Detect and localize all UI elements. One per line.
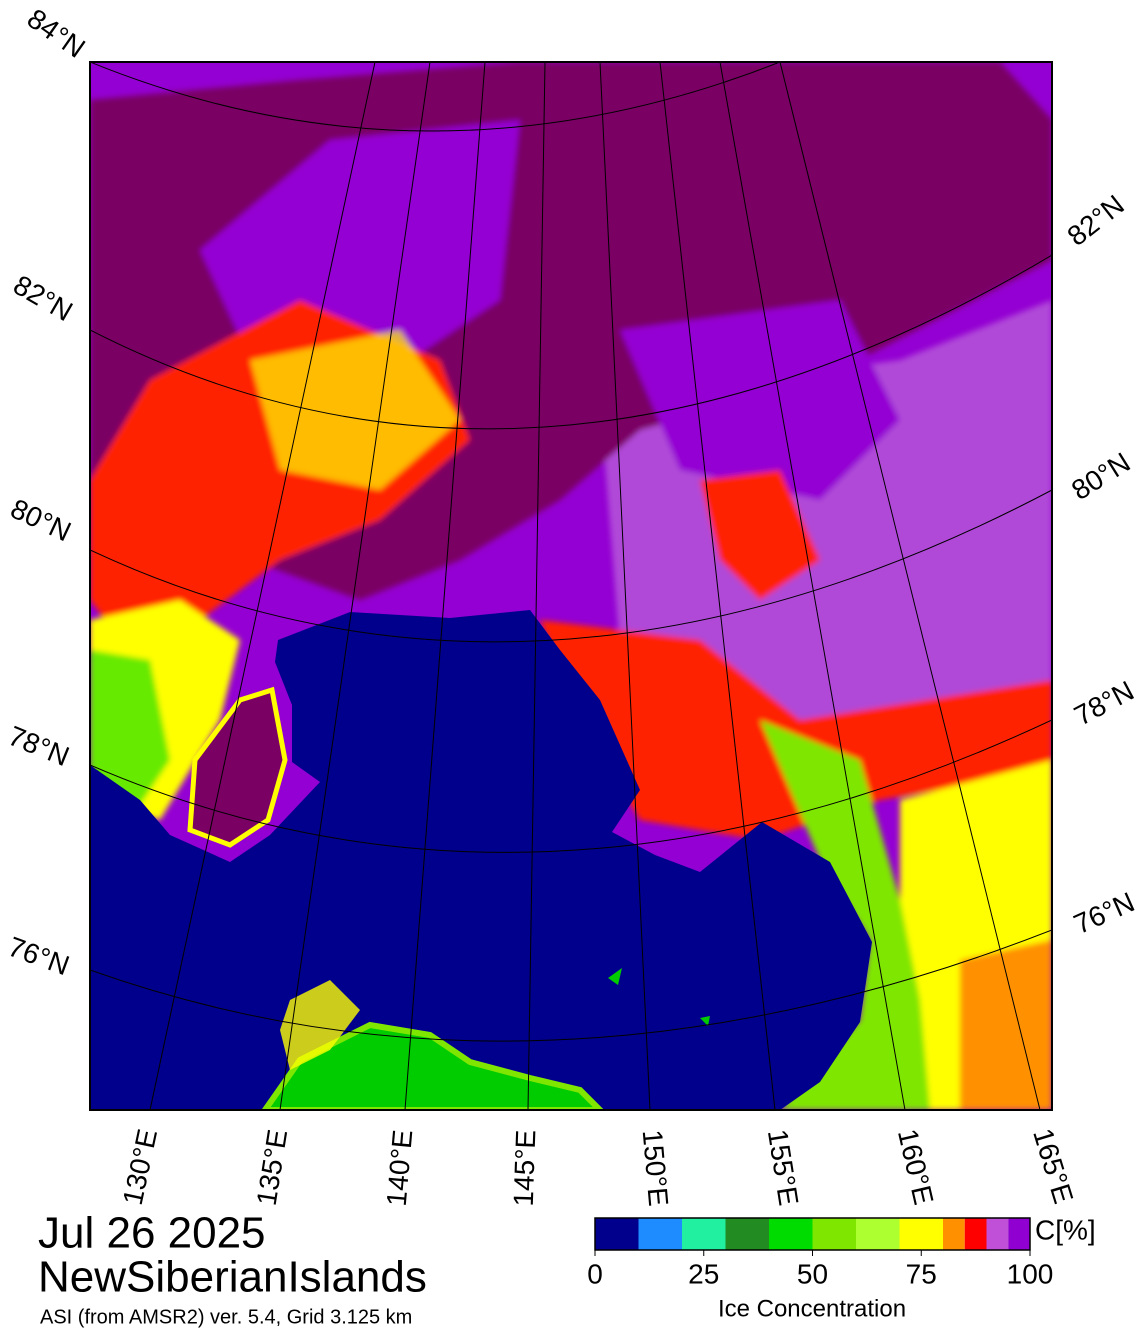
- colorbar-segment: [964, 1218, 987, 1250]
- lat-label: 78°N: [1069, 675, 1139, 732]
- lat-label: 82°N: [8, 269, 78, 327]
- colorbar-tick-label: 75: [906, 1258, 937, 1289]
- colorbar-tick-label: 50: [797, 1258, 828, 1289]
- lon-labels: 130°E 135°E 140°E 145°E 150°E 155°E 160°…: [117, 1125, 1079, 1208]
- lon-label: 150°E: [637, 1128, 675, 1207]
- date: Jul 26 2025: [38, 1209, 266, 1258]
- lon-label: 155°E: [762, 1127, 805, 1208]
- lat-label: 80°N: [1066, 446, 1135, 505]
- colorbar-segment: [812, 1218, 856, 1250]
- colorbar-segment: [769, 1218, 813, 1250]
- lat-label: 80°N: [6, 493, 76, 548]
- lat-label: 76°N: [4, 931, 73, 982]
- lon-label: 140°E: [381, 1128, 419, 1207]
- source: ASI (from AMSR2) ver. 5.4, Grid 3.125 km: [40, 1306, 412, 1328]
- lon-label: 145°E: [508, 1129, 542, 1207]
- ice-map: [90, 62, 1052, 1110]
- colorbar-segment: [725, 1218, 769, 1250]
- lat-label: 76°N: [1069, 886, 1139, 940]
- lat-label: 78°N: [4, 720, 74, 772]
- lon-label: 135°E: [251, 1127, 294, 1208]
- region: NewSiberianIslands: [38, 1253, 427, 1302]
- colorbar-segment: [899, 1218, 943, 1250]
- colorbar-segment: [595, 1218, 639, 1250]
- colorbar-segment: [943, 1218, 965, 1250]
- colorbar-segment: [1008, 1218, 1030, 1250]
- lat-label: 84°N: [22, 3, 91, 64]
- colorbar-tick-label: 0: [587, 1258, 603, 1289]
- lon-label: 160°E: [892, 1126, 939, 1208]
- colorbar-tick-label: 25: [688, 1258, 719, 1289]
- lon-label: 130°E: [117, 1126, 163, 1207]
- map-frame: [89, 61, 1053, 1111]
- colorbar-segment: [682, 1218, 726, 1250]
- colorbar: C[%] Ice Concentration 0 25 50 75 100: [587, 1214, 1095, 1322]
- lat-label: 82°N: [1062, 189, 1130, 252]
- colorbar-title: Ice Concentration: [718, 1295, 906, 1322]
- colorbar-segment: [856, 1218, 900, 1250]
- colorbar-unit: C[%]: [1035, 1214, 1096, 1245]
- colorbar-tick-label: 100: [1007, 1258, 1054, 1289]
- colorbar-segment: [638, 1218, 682, 1250]
- lon-label: 165°E: [1027, 1125, 1079, 1207]
- colorbar-segment: [986, 1218, 1009, 1250]
